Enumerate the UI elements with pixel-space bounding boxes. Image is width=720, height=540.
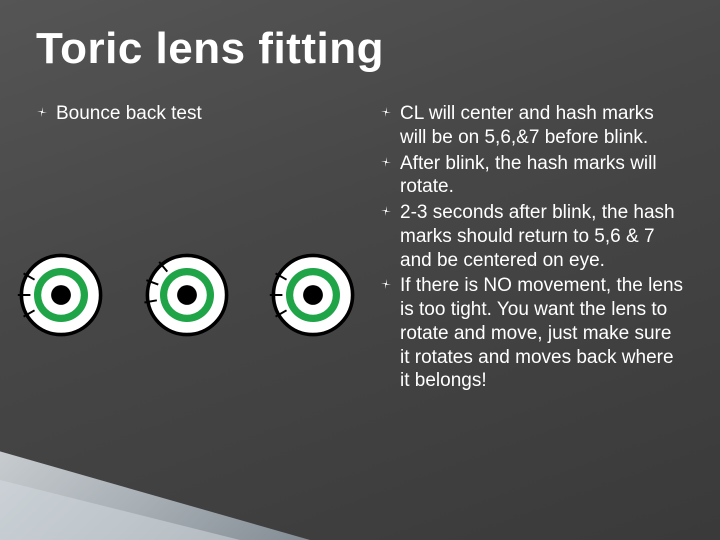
right-bullet-text: If there is NO movement, the lens is too… — [400, 275, 683, 391]
bullet-icon — [36, 106, 48, 118]
left-bullet-text: Bounce back test — [56, 103, 202, 124]
right-bullet-item: CL will center and hash marks will be on… — [380, 102, 684, 150]
right-bullet-text: After blink, the hash marks will rotate. — [400, 153, 657, 198]
right-bullet-item: 2-3 seconds after blink, the hash marks … — [380, 201, 684, 272]
right-bullet-item: After blink, the hash marks will rotate. — [380, 152, 684, 200]
bullet-icon — [380, 106, 392, 118]
left-bullet-item: Bounce back test — [36, 102, 356, 126]
left-column: Bounce back test — [36, 102, 356, 395]
right-bullet-item: If there is NO movement, the lens is too… — [380, 274, 684, 393]
content-columns: Bounce back test CL will center and hash… — [36, 102, 684, 395]
accent-wedge — [0, 380, 380, 540]
toric-lens-eye-icon — [142, 250, 232, 340]
slide-title: Toric lens fitting — [36, 24, 684, 74]
slide: Toric lens fitting Bounce back test CL w… — [0, 0, 720, 540]
right-bullet-text: 2-3 seconds after blink, the hash marks … — [400, 202, 675, 271]
toric-lens-eye-icon — [16, 250, 106, 340]
right-bullet-list: CL will center and hash marks will be on… — [380, 102, 684, 393]
toric-lens-eye-icon — [268, 250, 358, 340]
left-bullet-list: Bounce back test — [36, 102, 356, 126]
bullet-icon — [380, 156, 392, 168]
bullet-icon — [380, 205, 392, 217]
right-column: CL will center and hash marks will be on… — [380, 102, 684, 395]
eye-diagram-row — [16, 250, 358, 340]
right-bullet-text: CL will center and hash marks will be on… — [400, 103, 654, 148]
bullet-icon — [380, 278, 392, 290]
